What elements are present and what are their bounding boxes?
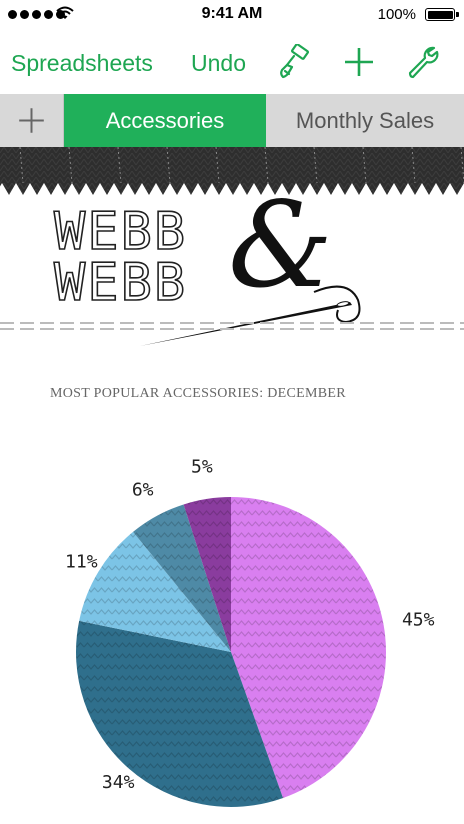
pie-slice (183, 497, 231, 652)
paintbrush-icon[interactable] (276, 44, 312, 80)
wrench-icon[interactable] (405, 44, 441, 80)
chart-title: MOST POPULAR ACCESSORIES: DECEMBER (50, 386, 346, 401)
pie-slice-label: 5% (191, 456, 213, 477)
status-time: 9:41 AM (201, 5, 263, 22)
pie-slice (231, 497, 386, 799)
tab-monthly-sales[interactable]: Monthly Sales (295, 108, 435, 133)
sheet-tab-bar: Accessories Monthly Sales (0, 94, 464, 147)
pie-slice-label: 34% (102, 772, 135, 793)
pie-slice (76, 620, 284, 807)
logo-ampersand: & (228, 176, 334, 314)
stitch-divider (0, 322, 464, 330)
wifi-icon (56, 6, 74, 19)
undo-button[interactable]: Undo (191, 50, 246, 76)
fabric-header-band (0, 147, 464, 195)
pie-slice-label: 45% (402, 610, 435, 631)
toolbar: Spreadsheets Undo (0, 30, 464, 94)
webb-webb-logo: WEBB WEBB & (50, 186, 370, 350)
status-bar: 9:41 AM 100% (0, 0, 464, 30)
logo-line-1: WEBB (53, 202, 188, 262)
add-sheet-icon[interactable] (0, 94, 64, 147)
pie-slice (133, 504, 231, 652)
pie-slice-label: 6% (132, 479, 154, 500)
logo-line-2: WEBB (53, 253, 188, 313)
battery-percentage: 100% (377, 6, 416, 23)
pie-slice (79, 531, 231, 652)
spreadsheets-button[interactable]: Spreadsheets (11, 50, 153, 76)
needle-icon (140, 285, 361, 346)
pie-chart: 45% 34% 11% 6% 5% (65, 456, 435, 807)
plus-icon[interactable] (341, 44, 377, 80)
tab-accessories[interactable]: Accessories (64, 94, 266, 147)
pie-slice-label: 11% (65, 551, 98, 572)
battery-icon (425, 8, 459, 21)
